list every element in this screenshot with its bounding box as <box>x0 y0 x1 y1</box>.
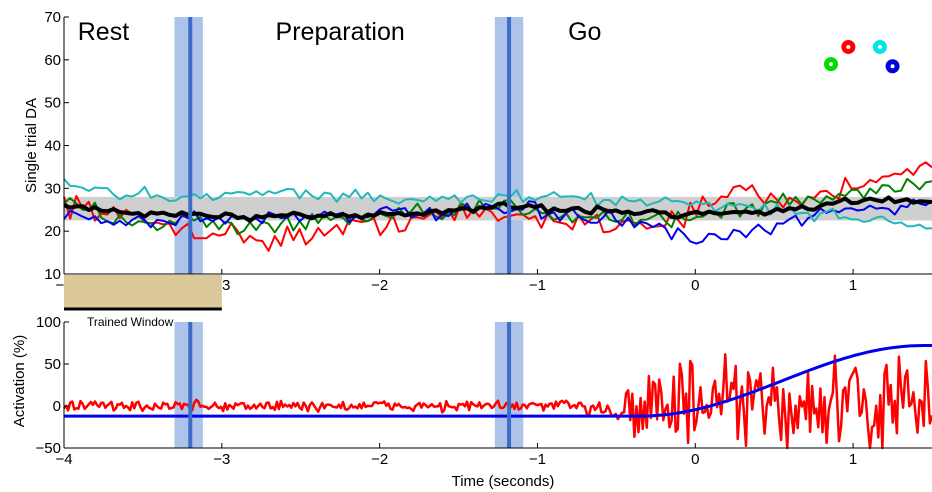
x-tick-label: 1 <box>849 451 857 468</box>
x-tick-label: −1 <box>529 277 546 294</box>
trained-window-box <box>64 275 222 308</box>
top-series-group <box>63 161 932 252</box>
x-tick-label: −2 <box>371 277 388 294</box>
phase-label-rest: Rest <box>78 18 129 46</box>
y-tick-label: −50 <box>36 440 61 457</box>
phase-label-go: Go <box>568 18 601 46</box>
top-event-lines <box>188 17 512 274</box>
y-tick-label: 20 <box>44 223 61 240</box>
x-tick-label: 1 <box>849 277 857 294</box>
bottom-event-lines <box>188 322 512 448</box>
x-tick-label: 0 <box>691 277 699 294</box>
y-tick-label: 100 <box>36 314 61 331</box>
top-event-bands <box>174 17 524 274</box>
y-tick-label: 0 <box>53 398 61 415</box>
x-tick-label: −2 <box>371 451 388 468</box>
trained-window: Trained Window <box>64 275 222 329</box>
x-tick-label: −1 <box>529 451 546 468</box>
y-tick-label: 50 <box>44 95 61 112</box>
legend-marker-center <box>846 44 851 49</box>
legend-marker-center <box>877 44 882 49</box>
activation-smooth-line <box>64 344 932 418</box>
x-tick-label: 0 <box>691 451 699 468</box>
y-tick-label: 70 <box>44 9 61 26</box>
y-tick-label: 10 <box>44 266 61 283</box>
x-tick-label: −4 <box>55 451 72 468</box>
y-tick-label: 50 <box>44 356 61 373</box>
legend-markers <box>823 39 900 74</box>
legend-marker-center <box>890 64 895 69</box>
phase-labels: Rest Preparation Go <box>78 18 602 46</box>
x-tick-label: −3 <box>213 451 230 468</box>
series-line-3 <box>63 198 932 245</box>
top-y-axis-label: Single trial DA <box>23 98 40 193</box>
bottom-axes: −50 0 50 100 −4 −3 −2 −1 0 1 <box>36 314 932 468</box>
bottom-y-axis-label: Activation (%) <box>11 335 28 428</box>
y-tick-label: 30 <box>44 180 61 197</box>
trained-window-label: Trained Window <box>87 315 174 329</box>
x-axis-label: Time (seconds) <box>452 473 555 490</box>
legend-marker-center <box>828 62 833 67</box>
y-tick-label: 60 <box>44 52 61 69</box>
y-tick-label: 40 <box>44 138 61 155</box>
bottom-panel: −50 0 50 100 −4 −3 −2 −1 0 1 Activation (%) Time … <box>11 314 932 490</box>
phase-label-preparation: Preparation <box>276 18 405 46</box>
series-line-5 <box>63 195 932 223</box>
bottom-event-bands <box>174 322 524 448</box>
